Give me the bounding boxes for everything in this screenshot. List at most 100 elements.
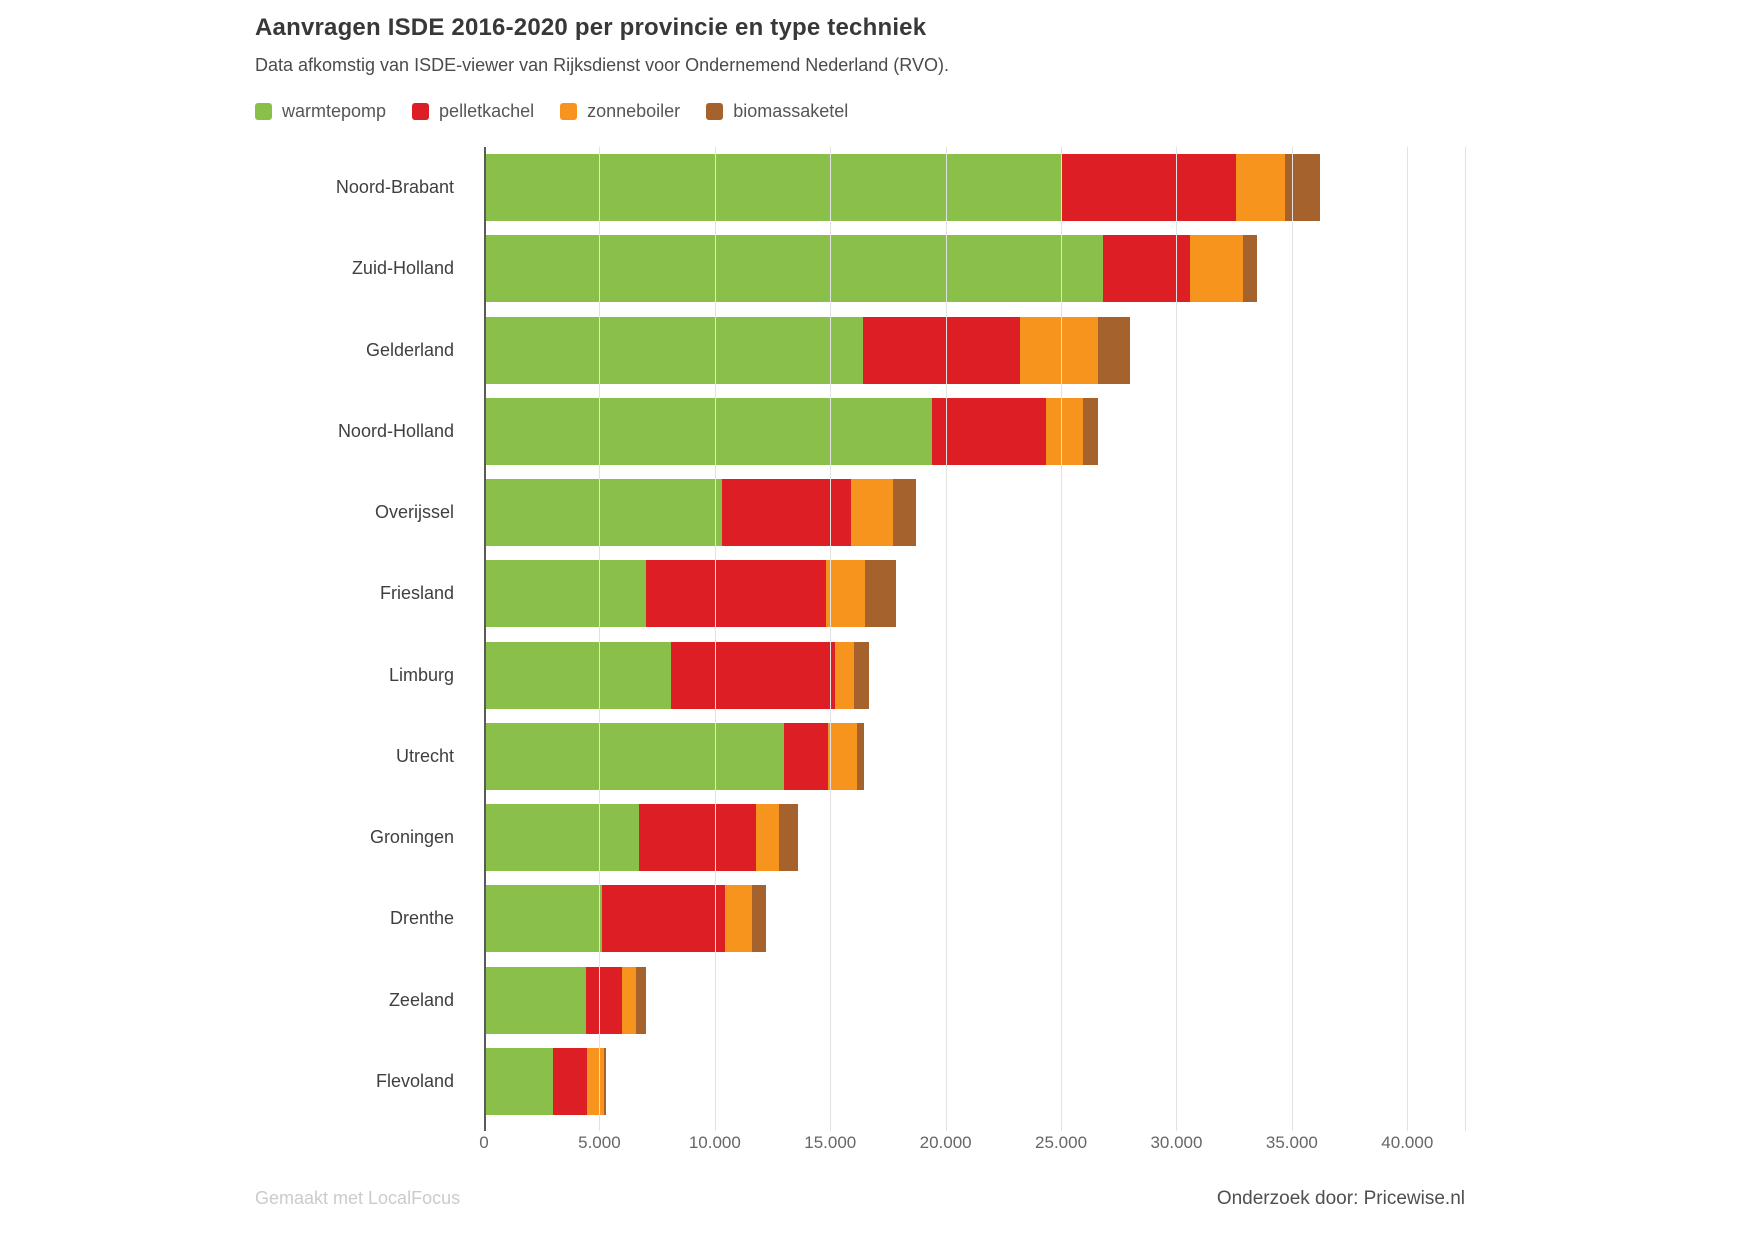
bar-segment-zonneboiler [586,1047,604,1115]
bar-segment-warmtepomp [484,479,722,547]
stacked-bar-zuid-holland [484,235,1465,303]
bar-segment-biomassaketel [751,885,766,953]
gridline [599,147,601,1131]
bar-segment-pelletkachel [638,804,757,872]
stacked-bar-gelderland [484,316,1465,384]
gridline [1061,147,1063,1131]
category-label: Noord-Brabant [335,177,454,198]
bar-row: Drenthe [390,878,1465,959]
axis-zero-line [484,147,486,1131]
bar-row: Noord-Holland [338,391,1465,472]
bar-segment-zonneboiler [834,641,855,709]
footer: Gemaakt met LocalFocus Onderzoek door: P… [255,1188,1465,1210]
legend-swatch-warmtepomp [255,103,272,120]
bar-segment-warmtepomp [484,560,646,628]
category-label: Zeeland [388,989,454,1010]
legend-item-warmtepomp: warmtepomp [255,101,386,122]
bar-segment-biomassaketel [856,722,864,790]
category-label: Drenthe [389,908,454,929]
bar-segment-biomassaketel [864,560,896,628]
bar-segment-pelletkachel [931,397,1047,465]
x-tick-label: 20.000 [919,1133,972,1152]
stacked-bar-utrecht [484,722,1465,790]
localfocus-credit: Gemaakt met LocalFocus [255,1188,461,1208]
x-tick-label: 30.000 [1150,1133,1203,1152]
legend-item-pelletkachel: pelletkachel [412,101,534,122]
bar-segment-biomassaketel [854,641,870,709]
chart-header: Aanvragen ISDE 2016-2020 per provincie e… [255,14,1465,122]
bar-segment-warmtepomp [484,154,1062,222]
bar-segment-pelletkachel [601,885,726,953]
gridline [830,147,832,1131]
bar-segment-biomassaketel [1284,154,1320,222]
bar-row: Flevoland [376,1041,1465,1122]
bar-segment-warmtepomp [484,722,785,790]
x-tick-label: 15.000 [804,1133,857,1152]
bar-segment-biomassaketel [636,966,646,1034]
legend-swatch-biomassaketel [706,103,724,120]
legend-label: zonneboiler [587,101,681,121]
gridline [945,147,947,1131]
bar-segment-warmtepomp [484,235,1103,303]
legend: warmtepomp pelletkachel zonneboiler biomass… [255,101,1465,122]
bar-segment-zonneboiler [622,966,637,1034]
legend-item-zonneboiler: zonneboiler [560,101,680,122]
x-tick-label: 35.000 [1265,1133,1318,1152]
bar-segment-biomassaketel [779,804,798,872]
bar-segment-zonneboiler [725,885,752,953]
bar-segment-warmtepomp [484,885,602,953]
stacked-bar-zeeland [484,966,1465,1034]
category-label: Groningen [369,827,454,848]
stacked-bar-drenthe [484,885,1465,953]
category-label: Limburg [388,664,454,685]
stacked-bar-groningen [484,804,1465,872]
stacked-bar-flevoland [484,1047,1465,1115]
plot-area: Noord-Brabant Zuid-Holland Gelderland Noord… [336,147,1466,1131]
bar-segment-pelletkachel [553,1047,587,1115]
stacked-bar-noord-brabant [484,154,1465,222]
bar-segment-biomassaketel [604,1047,607,1115]
bar-segment-pelletkachel [670,641,835,709]
bar-segment-pelletkachel [784,722,828,790]
bar-segment-warmtepomp [484,804,639,872]
category-label: Overijssel [374,502,454,523]
bar-segment-pelletkachel [721,479,851,547]
stacked-bar-chart: Noord-Brabant Zuid-Holland Gelderland Noord… [0,147,1747,1158]
category-label: Friesland [379,583,454,604]
bar-segment-pelletkachel [645,560,826,628]
bar-segment-zonneboiler [1046,397,1083,465]
bar-segment-biomassaketel [892,479,916,547]
bar-segment-biomassaketel [1243,235,1258,303]
bar-row: Zuid-Holland [352,228,1465,309]
bar-segment-biomassaketel [1097,316,1131,384]
bar-row: Zeeland [389,960,1465,1041]
bar-segment-warmtepomp [484,966,586,1034]
bar-segment-zonneboiler [1190,235,1244,303]
category-label: Zuid-Holland [351,258,454,279]
stacked-bar-overijssel [484,479,1465,547]
x-tick-label: 10.000 [688,1133,741,1152]
page-title: Aanvragen ISDE 2016-2020 per provincie e… [255,14,927,41]
plot-right-edge [1465,147,1466,1131]
category-label: Noord-Holland [337,420,454,441]
page-subtitle: Data afkomstig van ISDE-viewer van Rijks… [255,55,949,75]
x-tick-label: 5.000 [578,1133,621,1152]
bar-segment-warmtepomp [484,316,863,384]
gridline [1291,147,1293,1131]
legend-label: warmtepomp [282,101,387,121]
bar-segment-zonneboiler [1019,316,1098,384]
legend-swatch-pelletkachel [412,103,430,120]
bar-row: Friesland [380,553,1465,634]
legend-item-biomassaketel: biomassaketel [706,101,848,122]
bar-segment-warmtepomp [484,397,932,465]
bar-segment-pelletkachel [585,966,623,1034]
stacked-bar-friesland [484,560,1465,628]
category-label: Utrecht [395,745,454,766]
x-axis: 0 5.000 10.000 15.000 20.000 25.000 30.000 35.0… [479,1122,1465,1158]
x-tick-label: 40.000 [1381,1133,1434,1152]
bar-segment-zonneboiler [850,479,893,547]
stacked-bar-limburg [484,641,1465,709]
bar-segment-zonneboiler [827,722,857,790]
legend-label: pelletkachel [439,101,535,121]
bar-segment-warmtepomp [484,641,671,709]
